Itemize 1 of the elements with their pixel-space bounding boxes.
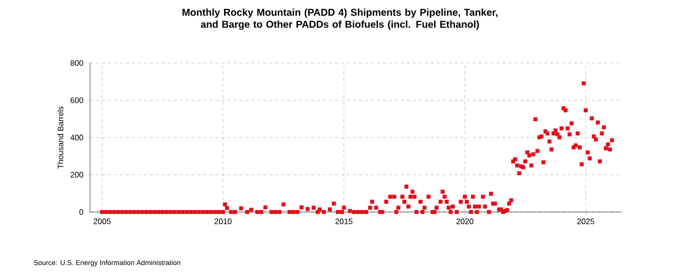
chart-title: Monthly Rocky Mountain (PADD 4) Shipments by Pipeline, Tanker, and Barge to Other PADDs of Biofuels (incl. Fuel Ethanol) <box>182 8 498 30</box>
